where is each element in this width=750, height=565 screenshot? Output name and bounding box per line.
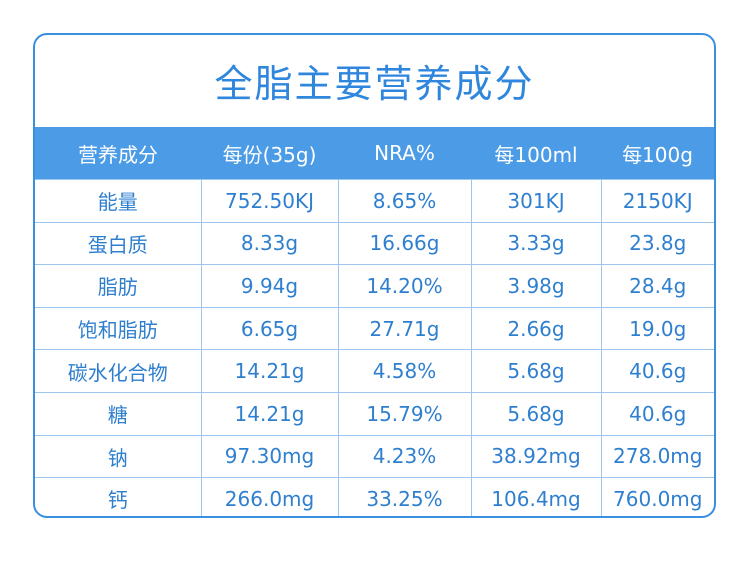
table-cell: 28.4g [600, 264, 714, 308]
header-row: 营养成分 每份(35g) NRA% 每100ml 每100g [35, 127, 714, 180]
table-cell: 40.6g [600, 349, 714, 393]
table-cell: 38.92mg [470, 434, 602, 479]
table-cell: 9.94g [200, 264, 339, 308]
table-cell: 106.4mg [470, 477, 602, 516]
table-cell: 8.33g [200, 221, 339, 266]
header-cell: 每100g [601, 127, 714, 180]
table-cell: 23.8g [600, 221, 714, 266]
table-cell: 8.65% [337, 179, 472, 223]
table-cell: 14.21g [200, 349, 339, 393]
table-cell: 6.65g [200, 306, 339, 351]
table-cell: 15.79% [337, 391, 472, 436]
table-cell: 5.68g [470, 349, 602, 393]
table-cell: 19.0g [600, 306, 714, 351]
table-cell: 14.21g [200, 391, 339, 436]
header-cell: 每份(35g) [201, 127, 338, 180]
row-label: 能量 [35, 179, 202, 223]
title: 全脂主要营养成分 [214, 62, 535, 106]
row-label: 脂肪 [35, 264, 202, 308]
table-cell: 2150KJ [600, 179, 714, 223]
table-row: 钠 97.30mg 4.23% 38.92mg 278.0mg [35, 434, 714, 479]
table-cell: 266.0mg [200, 477, 339, 516]
header-cell: 每100ml [471, 127, 601, 180]
table-cell: 752.50KJ [200, 179, 339, 223]
table-row: 糖 14.21g 15.79% 5.68g 40.6g [35, 391, 714, 436]
table-cell: 301KJ [470, 179, 602, 223]
nutrition-card: 全脂主要营养成分 营养成分 每份(35g) NRA% 每100ml 每100g 能量 75… [33, 33, 716, 518]
table-row: 蛋白质 8.33g 16.66g 3.33g 23.8g [35, 221, 714, 266]
table-cell: 33.25% [337, 477, 472, 516]
row-label: 糖 [35, 391, 202, 436]
row-label: 碳水化合物 [35, 349, 202, 393]
row-label: 蛋白质 [35, 221, 202, 266]
table-cell: 278.0mg [600, 434, 714, 479]
table-cell: 27.71g [337, 306, 472, 351]
table-row: 脂肪 9.94g 14.20% 3.98g 28.4g [35, 264, 714, 308]
row-label: 饱和脂肪 [35, 306, 202, 351]
table-row: 碳水化合物 14.21g 4.58% 5.68g 40.6g [35, 349, 714, 393]
table-cell: 760.0mg [600, 477, 714, 516]
table-cell: 4.23% [337, 434, 472, 479]
table-cell: 40.6g [600, 391, 714, 436]
row-label: 钙 [35, 477, 202, 516]
table-cell: 3.33g [470, 221, 602, 266]
table-cell: 5.68g [470, 391, 602, 436]
table-cell: 97.30mg [200, 434, 339, 479]
table-cell: 16.66g [337, 221, 472, 266]
table-row: 钙 266.0mg 33.25% 106.4mg 760.0mg [35, 477, 714, 516]
table-cell: 14.20% [337, 264, 472, 308]
row-label: 钠 [35, 434, 202, 479]
nutrition-table: 营养成分 每份(35g) NRA% 每100ml 每100g 能量 752.50KJ 8.6… [35, 127, 714, 516]
table-cell: 3.98g [470, 264, 602, 308]
table-row: 饱和脂肪 6.65g 27.71g 2.66g 19.0g [35, 306, 714, 351]
header-cell: 营养成分 [35, 127, 201, 180]
header-cell: NRA% [338, 127, 471, 180]
table-body: 能量 752.50KJ 8.65% 301KJ 2150KJ 蛋白质 8.33g 16.66g… [35, 179, 714, 516]
table-cell: 4.58% [337, 349, 472, 393]
table-cell: 2.66g [470, 306, 602, 351]
table-row: 能量 752.50KJ 8.65% 301KJ 2150KJ [35, 179, 714, 223]
